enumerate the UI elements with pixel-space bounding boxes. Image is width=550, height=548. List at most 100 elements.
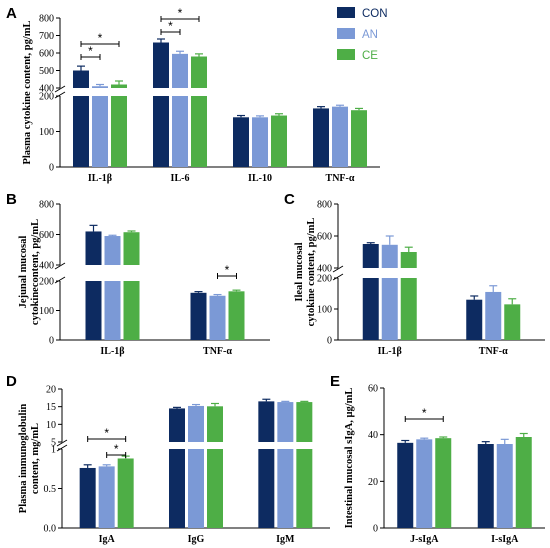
- bar-an: [104, 236, 121, 265]
- bar-ce: [351, 110, 367, 167]
- x-category-label: IgM: [276, 534, 295, 545]
- axis-break-mark: [332, 273, 344, 281]
- bar-ce: [228, 291, 245, 340]
- axis-break-mark: [54, 85, 66, 93]
- bar-ce: [191, 56, 207, 88]
- y-tick-label: 60: [368, 384, 378, 395]
- bar-an: [277, 449, 294, 528]
- x-category-label: IL-6: [171, 173, 190, 184]
- x-category-label: IgA: [99, 534, 116, 545]
- axis-break-mark: [56, 439, 68, 447]
- bar-an: [104, 281, 121, 340]
- y-tick-label: 500: [39, 66, 54, 77]
- bar-con: [85, 231, 102, 265]
- axis-break-mark: [54, 262, 66, 270]
- y-tick-label: 200: [39, 277, 54, 288]
- panel-label-a: A: [6, 5, 17, 22]
- bar-an: [92, 96, 108, 167]
- bar-con: [85, 281, 102, 340]
- chart-panel-d: 0.0 0.5 15 10 15 20 IgA IgG IgM Plasma immunoglob…: [18, 385, 330, 545]
- bar-ce: [191, 96, 207, 167]
- bar-ce: [271, 115, 287, 167]
- legend-label-con: CON: [362, 8, 388, 20]
- bar-an: [252, 117, 268, 167]
- y-tick-label: 20: [368, 477, 378, 488]
- axis-break-mark: [332, 265, 344, 273]
- y-axis-title: cytokine content, pg/mL: [306, 218, 317, 327]
- y-tick-label: 400: [317, 264, 332, 275]
- bar-an: [172, 96, 188, 167]
- bar-ce: [400, 278, 417, 340]
- panel-label-e: E: [330, 373, 340, 390]
- significance-marker: *: [178, 6, 183, 20]
- y-tick-label: 200: [317, 274, 332, 285]
- bar-con: [313, 108, 329, 167]
- bar-con: [258, 449, 275, 528]
- bar-ce: [207, 449, 223, 528]
- panel-label-b: B: [6, 191, 17, 208]
- y-tick-label: 800: [317, 200, 332, 211]
- bar-an: [416, 439, 433, 528]
- y-tick-label: 600: [39, 230, 54, 241]
- x-category-label: I-sIgA: [491, 534, 519, 545]
- x-category-label: IL-1β: [378, 346, 402, 357]
- y-tick-label: 100: [39, 306, 54, 317]
- y-tick-label: 600: [39, 49, 54, 60]
- x-category-label: IL-10: [248, 173, 272, 184]
- x-category-label: TNF-α: [479, 346, 508, 357]
- panel-label-c: C: [284, 191, 295, 208]
- x-category-label: TNF-α: [203, 346, 232, 357]
- chart-panel-b: 0 100 200 400 600 800 IL-1β TNF-α Jejunal mucosa…: [18, 200, 270, 357]
- significance-marker: *: [88, 44, 93, 58]
- axis-break-mark: [56, 444, 68, 452]
- y-tick-label: 20: [46, 385, 56, 396]
- y-tick-label: 0.5: [44, 484, 57, 495]
- legend: CON AN CE: [337, 7, 388, 62]
- bar-con: [477, 444, 494, 528]
- y-tick-label: 0: [49, 336, 54, 347]
- y-tick-label: 100: [317, 305, 332, 316]
- significance-marker: *: [104, 426, 109, 440]
- bar-con: [79, 467, 96, 528]
- x-category-label: IgG: [188, 534, 205, 545]
- bar-ce: [111, 96, 127, 167]
- x-category-label: TNF-α: [326, 173, 355, 184]
- bar-ce: [515, 437, 532, 528]
- bar-an: [496, 444, 513, 528]
- y-axis-title: Plasma immunoglobulin: [18, 404, 29, 514]
- x-category-label: IL-1β: [88, 173, 112, 184]
- bar-con: [153, 42, 169, 88]
- bar-con: [258, 401, 275, 442]
- y-tick-label: 800: [39, 14, 54, 25]
- significance-marker: *: [168, 19, 173, 33]
- bar-an: [172, 53, 188, 88]
- axis-break-mark: [54, 276, 66, 284]
- bar-an: [381, 244, 398, 268]
- bar-con: [153, 96, 169, 167]
- bar-an: [92, 86, 108, 88]
- panel-label-d: D: [6, 373, 17, 390]
- y-tick-label: 40: [368, 430, 378, 441]
- x-category-label: J-sIgA: [410, 534, 439, 545]
- y-tick-label: 400: [39, 84, 54, 95]
- y-tick-label: 700: [39, 31, 54, 42]
- bar-an: [188, 405, 204, 442]
- bar-ce: [207, 406, 223, 442]
- bar-con: [73, 96, 89, 167]
- legend-swatch-an: [337, 28, 355, 39]
- bar-con: [466, 299, 483, 340]
- y-tick-label: 0: [327, 336, 332, 347]
- bar-an: [277, 402, 294, 442]
- significance-marker: *: [114, 442, 119, 456]
- y-axis-title: Ileal mucosal: [294, 242, 305, 301]
- y-axis-title: Plasma cytokine content, pg/mL: [22, 20, 33, 164]
- y-tick-label: 1: [51, 445, 56, 456]
- y-tick-label: 100: [39, 127, 54, 138]
- y-axis-title: Intestinal mucosal sIgA, µg/mL: [344, 388, 355, 529]
- y-tick-label: 5: [51, 438, 56, 449]
- y-axis-title: content, mg/mL: [30, 423, 41, 494]
- bar-con: [73, 70, 89, 88]
